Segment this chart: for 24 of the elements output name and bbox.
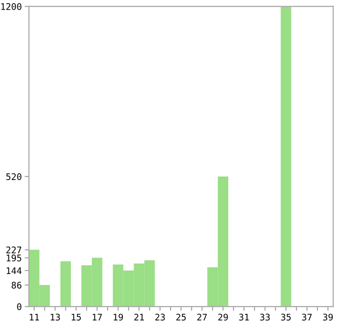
x-tick-label: 35 <box>281 314 291 321</box>
y-tick-label: 86 <box>12 282 22 289</box>
x-tick-label: 39 <box>323 314 333 321</box>
bar <box>60 261 71 307</box>
x-tick-label: 37 <box>302 314 312 321</box>
bar <box>280 6 292 307</box>
y-tick-label: 520 <box>6 173 22 180</box>
y-tick-label: 144 <box>6 267 22 274</box>
x-tick-label: 11 <box>30 314 39 320</box>
x-tick-label: 27 <box>197 314 207 320</box>
x-tick-label: 19 <box>114 314 123 321</box>
y-tick-label: 1200 <box>1 3 22 10</box>
x-tick-label: 29 <box>218 314 228 321</box>
y-tick-label: 227 <box>6 246 22 254</box>
x-tick-label: 25 <box>176 314 186 321</box>
y-tick-label: 195 <box>6 254 22 262</box>
x-tick-label: 33 <box>260 314 270 321</box>
x-tick-label: 15 <box>72 314 81 321</box>
y-tick-label: 0 <box>17 303 22 310</box>
x-tick-label: 21 <box>134 314 144 320</box>
x-tick-label: 17 <box>92 314 102 320</box>
x-tick-label: 13 <box>50 314 60 321</box>
x-tick-label: 23 <box>155 314 165 321</box>
x-tick-label: 31 <box>239 314 249 321</box>
